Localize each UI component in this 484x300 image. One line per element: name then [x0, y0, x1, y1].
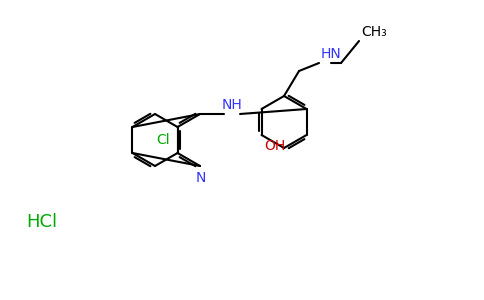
- Text: Cl: Cl: [156, 133, 169, 147]
- Text: CH₃: CH₃: [361, 25, 387, 39]
- Text: NH: NH: [222, 98, 242, 112]
- Text: OH: OH: [265, 139, 286, 153]
- Text: HN: HN: [321, 47, 342, 61]
- Text: HCl: HCl: [27, 213, 58, 231]
- Text: N: N: [196, 171, 206, 185]
